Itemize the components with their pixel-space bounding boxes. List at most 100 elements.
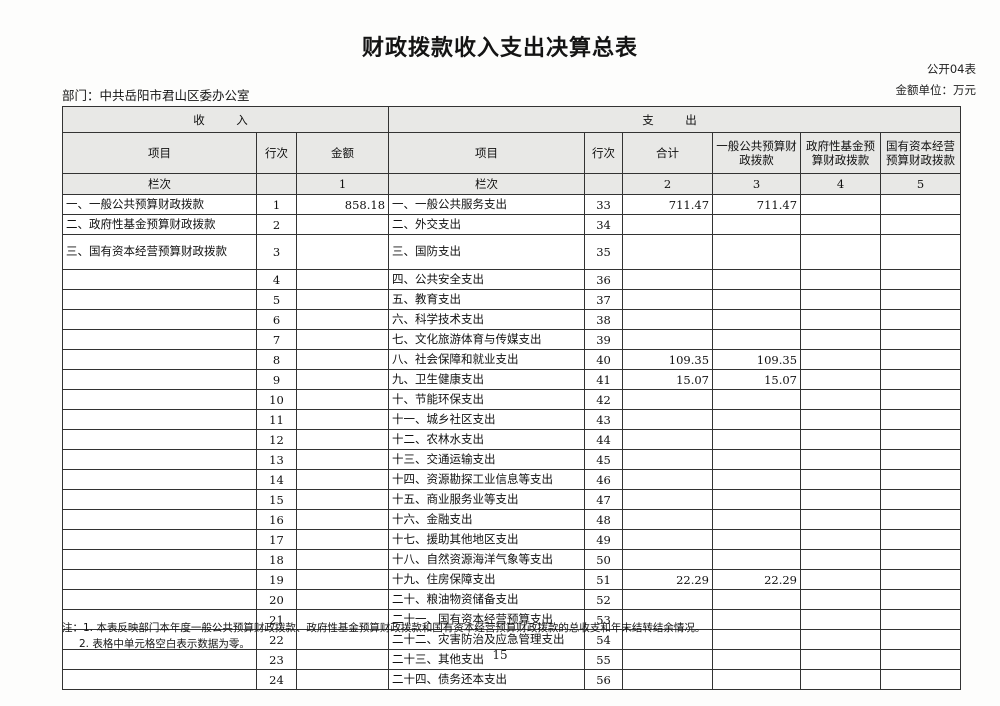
expense-total-cell [622, 669, 714, 690]
expense-state-capital-cell [880, 469, 962, 490]
expense-total-cell [622, 549, 714, 570]
income-amount-cell [295, 469, 390, 490]
expense-state-capital-cell [880, 389, 962, 410]
expense-rowno-cell: 47 [584, 489, 624, 510]
expense-total-cell [622, 509, 714, 530]
expense-rowno-cell: 38 [584, 309, 624, 330]
expense-total-cell [622, 389, 714, 410]
colnum-income-amount: 1 [295, 173, 390, 195]
income-amount-cell [295, 509, 390, 530]
expense-state-capital-cell [880, 569, 962, 590]
income-rowno-cell: 22 [256, 629, 297, 650]
expense-gov-fund-cell [800, 469, 882, 490]
expense-item-cell: 二、外交支出 [388, 214, 586, 235]
expense-gov-fund-cell [800, 329, 882, 350]
header-income-item: 项目 [62, 132, 257, 174]
income-item-cell [62, 669, 257, 690]
income-amount-cell [295, 669, 390, 690]
expense-item-cell: 十六、金融支出 [388, 509, 586, 530]
expense-state-capital-cell [880, 269, 962, 290]
header-expense-rowno: 行次 [584, 132, 624, 174]
income-rowno-cell: 8 [256, 349, 297, 370]
income-lan-label: 栏次 [62, 173, 257, 195]
expense-item-cell: 十二、农林水支出 [388, 429, 586, 450]
expense-gov-fund-cell [800, 669, 882, 690]
income-rowno-cell: 23 [256, 649, 297, 670]
income-item-cell [62, 529, 257, 550]
income-rowno-cell: 9 [256, 369, 297, 390]
expense-gov-fund-cell [800, 429, 882, 450]
expense-rowno-cell: 48 [584, 509, 624, 530]
expense-rowno-cell: 49 [584, 529, 624, 550]
expense-rowno-cell: 33 [584, 194, 624, 215]
expense-state-capital-cell [880, 489, 962, 510]
expense-item-cell: 十五、商业服务业等支出 [388, 489, 586, 510]
table-row: 22 二十二、灾害防治及应急管理支出 54 [62, 629, 962, 650]
expense-general-public-cell [712, 549, 802, 570]
expense-state-capital-cell [880, 369, 962, 390]
income-amount-cell [295, 289, 390, 310]
expense-general-public-cell: 109.35 [712, 349, 802, 370]
expense-gov-fund-cell [800, 609, 882, 630]
expense-item-cell: 二十四、债务还本支出 [388, 669, 586, 690]
expense-gov-fund-cell [800, 589, 882, 610]
footnote-1: 注：1. 本表反映部门本年度一般公共预算财政拨款、政府性基金预算财政拨款和国有资… [62, 622, 706, 634]
expense-rowno-cell: 52 [584, 589, 624, 610]
expense-total-cell: 109.35 [622, 349, 714, 370]
expense-gov-fund-cell [800, 409, 882, 430]
expense-item-cell: 八、社会保障和就业支出 [388, 349, 586, 370]
expense-item-cell: 十四、资源勘探工业信息等支出 [388, 469, 586, 490]
income-amount-cell [295, 649, 390, 670]
expense-rowno-cell: 34 [584, 214, 624, 235]
expense-item-cell: 二十二、灾害防治及应急管理支出 [388, 629, 586, 650]
income-rowno-cell: 21 [256, 609, 297, 630]
expense-general-public-cell [712, 289, 802, 310]
expense-state-capital-cell [880, 214, 962, 235]
header-expense-gov-fund: 政府性基金预算财政拨款 [800, 132, 882, 174]
income-rowno-cell: 2 [256, 214, 297, 235]
table-row: 4 四、公共安全支出 36 [62, 269, 962, 290]
footnote-2: 2. 表格中单元格空白表示数据为零。 [79, 638, 250, 651]
expense-item-cell: 十三、交通运输支出 [388, 449, 586, 470]
income-amount-cell [295, 489, 390, 510]
income-amount-cell [295, 389, 390, 410]
header-expense-item: 项目 [388, 132, 586, 174]
table-row: 8 八、社会保障和就业支出 40 109.35 109.35 [62, 349, 962, 370]
income-rowno-cell: 15 [256, 489, 297, 510]
expense-item-cell: 十七、援助其他地区支出 [388, 529, 586, 550]
income-rowno-cell: 24 [256, 669, 297, 690]
expense-total-cell [622, 529, 714, 550]
expense-item-cell: 二十、粮油物资储备支出 [388, 589, 586, 610]
table-row: 6 六、科学技术支出 38 [62, 309, 962, 330]
expense-state-capital-cell [880, 589, 962, 610]
income-rowno-cell: 16 [256, 509, 297, 530]
income-item-cell [62, 509, 257, 530]
income-rowno-cell: 18 [256, 549, 297, 570]
income-amount-cell [295, 309, 390, 330]
page-number: 15 [492, 648, 508, 662]
expense-gov-fund-cell [800, 629, 882, 650]
expense-general-public-cell [712, 529, 802, 550]
expense-total-cell [622, 609, 714, 630]
expense-general-public-cell [712, 409, 802, 430]
expense-general-public-cell [712, 269, 802, 290]
expense-rowno-cell: 44 [584, 429, 624, 450]
expense-state-capital-cell [880, 309, 962, 330]
income-lan-blank [256, 173, 297, 195]
expense-total-cell [622, 409, 714, 430]
expense-gov-fund-cell [800, 234, 882, 270]
expense-item-cell: 十、节能环保支出 [388, 389, 586, 410]
expense-total-cell [622, 489, 714, 510]
income-amount-cell [295, 529, 390, 550]
income-item-cell [62, 489, 257, 510]
expense-general-public-cell [712, 509, 802, 530]
income-amount-cell [295, 449, 390, 470]
table-row: 18 十八、自然资源海洋气象等支出 50 [62, 549, 962, 570]
table-row: 13 十三、交通运输支出 45 [62, 449, 962, 470]
expense-rowno-cell: 37 [584, 289, 624, 310]
income-item-cell [62, 609, 257, 630]
income-amount-cell [295, 214, 390, 235]
expense-band-label: 支 出 [388, 106, 962, 133]
colnum-expense-state-capital: 5 [880, 173, 962, 195]
expense-gov-fund-cell [800, 529, 882, 550]
